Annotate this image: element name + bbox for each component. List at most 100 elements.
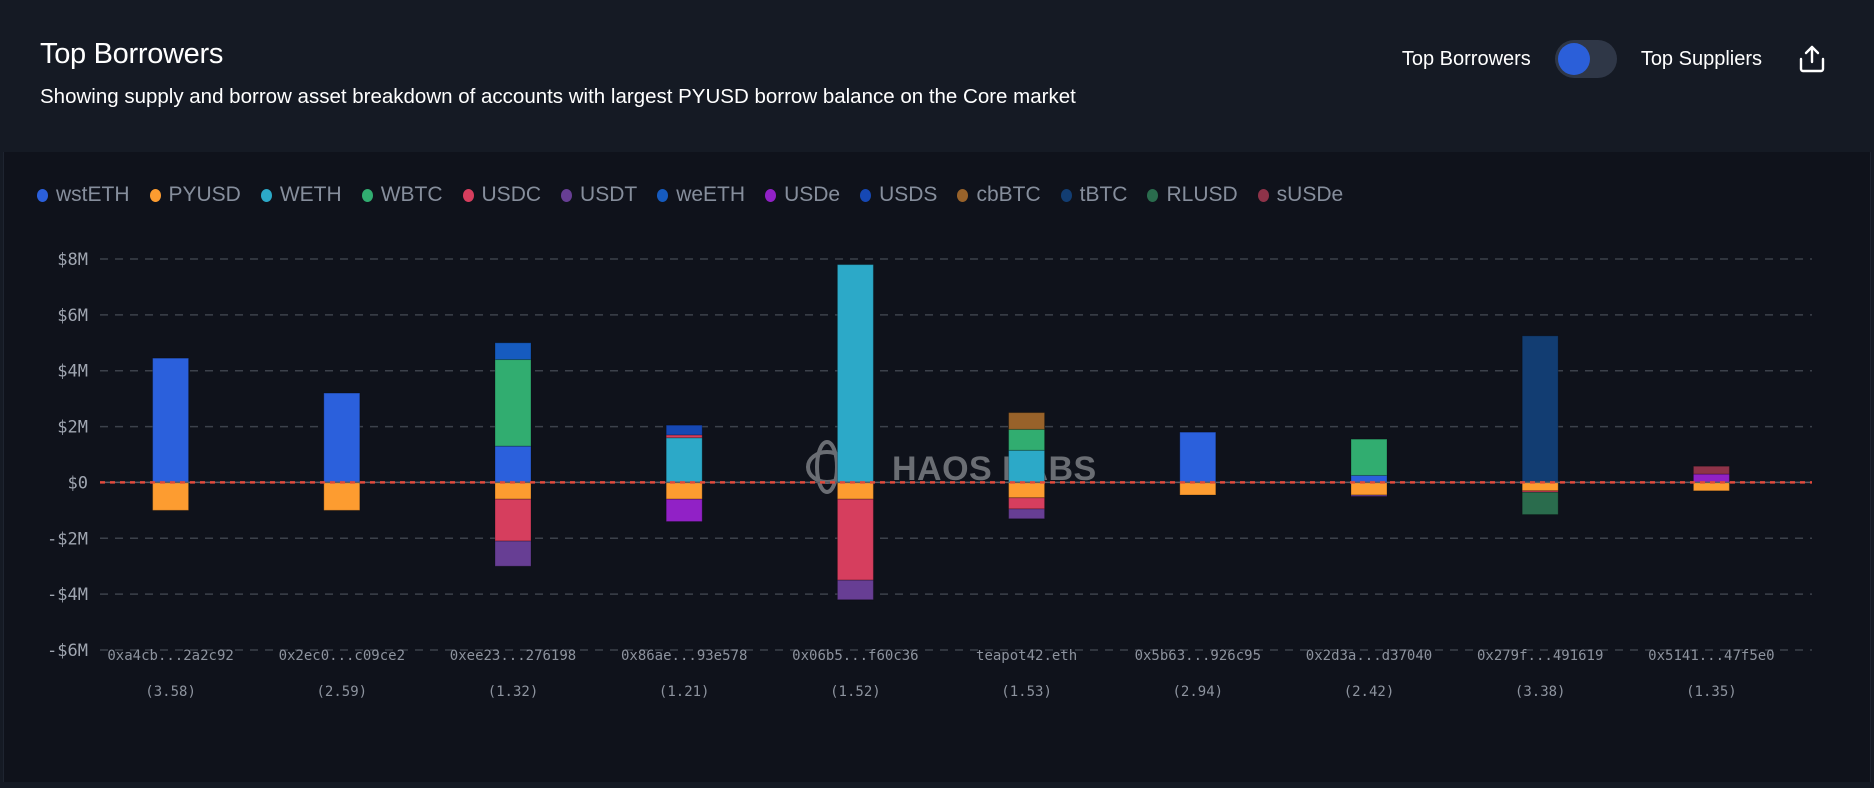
legend-label: wstETH bbox=[56, 183, 130, 206]
bar-segment-wbtc-supply bbox=[1350, 438, 1388, 476]
bar-segment-pyusd-borrow bbox=[1350, 481, 1388, 496]
legend-label: USDS bbox=[879, 183, 938, 206]
legend-dot-icon bbox=[657, 188, 669, 202]
x-tick-label: 0x5b63...926c95 bbox=[1135, 648, 1261, 664]
chart-legend: wstETH PYUSD WETH WBTC USDC USDT weETH USDe USDS… bbox=[37, 183, 1363, 207]
x-tick-sublabel: (1.52) bbox=[830, 684, 881, 700]
legend-label: PYUSD bbox=[168, 183, 241, 206]
legend-label: USDC bbox=[481, 183, 542, 206]
x-tick-label: 0x06b5...f60c36 bbox=[792, 648, 918, 664]
bar-segment-pyusd-borrow bbox=[1008, 481, 1046, 499]
bar-segment-weth-supply bbox=[665, 437, 703, 483]
page-subtitle: Showing supply and borrow asset breakdow… bbox=[40, 85, 1076, 108]
bar-stack bbox=[1692, 465, 1730, 492]
y-tick-label: $2M bbox=[57, 418, 88, 438]
bar-stack bbox=[323, 392, 361, 511]
bar-segment-usdt-borrow bbox=[494, 540, 532, 567]
y-tick-label: $8M bbox=[57, 250, 88, 270]
legend-item-weth[interactable]: WETH bbox=[260, 183, 342, 207]
legend-item-usdc[interactable]: USDC bbox=[462, 183, 542, 207]
legend-item-rlusd[interactable]: RLUSD bbox=[1147, 183, 1238, 207]
bar-stack bbox=[836, 264, 874, 601]
legend-label: WETH bbox=[279, 183, 342, 206]
borrowers-suppliers-toggle[interactable] bbox=[1554, 40, 1617, 78]
bar-segment-wbtc-supply bbox=[494, 359, 532, 447]
x-tick-label: 0xa4cb...2a2c92 bbox=[107, 648, 233, 664]
legend-dot-icon bbox=[765, 188, 777, 202]
toggle-knob bbox=[1557, 43, 1590, 75]
legend-item-cbbtc[interactable]: cbBTC bbox=[957, 183, 1041, 207]
bar-segment-pyusd-borrow bbox=[494, 481, 532, 500]
bar-segment-pyusd-borrow bbox=[836, 481, 874, 500]
legend-item-wsteth[interactable]: wstETH bbox=[37, 183, 130, 207]
bar-segment-susde-supply bbox=[1692, 465, 1730, 475]
bar-stack bbox=[1350, 438, 1388, 497]
bar-segment-wsteth-supply bbox=[494, 445, 532, 483]
legend-item-pyusd[interactable]: PYUSD bbox=[149, 183, 241, 207]
bar-stack bbox=[1179, 431, 1217, 496]
toggle-label-top-suppliers[interactable]: Top Suppliers bbox=[1640, 47, 1762, 70]
bar-segment-usdt-borrow bbox=[1008, 508, 1046, 520]
x-tick-label: 0x5141...47f5e0 bbox=[1648, 648, 1774, 664]
legend-item-usde[interactable]: USDe bbox=[765, 183, 840, 207]
x-tick-sublabel: (1.53) bbox=[1001, 684, 1052, 700]
legend-item-wbtc[interactable]: WBTC bbox=[361, 183, 443, 207]
y-tick-label: $6M bbox=[57, 306, 88, 326]
x-tick-label: 0x279f...491619 bbox=[1477, 648, 1603, 664]
bar-stack bbox=[494, 342, 532, 567]
bar-segment-pyusd-borrow bbox=[1179, 481, 1217, 496]
bar-segment-weth-supply bbox=[836, 264, 874, 483]
bar-stack bbox=[1521, 335, 1559, 516]
legend-dot-icon bbox=[957, 188, 969, 202]
x-tick-sublabel: (1.21) bbox=[659, 684, 710, 700]
bar-segment-wsteth-supply bbox=[323, 392, 361, 483]
legend-label: tBTC bbox=[1079, 183, 1128, 206]
bar-segment-usdt-borrow bbox=[836, 579, 874, 601]
bar-segment-wsteth-supply bbox=[152, 357, 190, 483]
x-tick-sublabel: (2.42) bbox=[1344, 684, 1395, 700]
header: Top Borrowers Showing supply and borrow … bbox=[0, 0, 1874, 152]
legend-item-tbtc[interactable]: tBTC bbox=[1060, 183, 1128, 207]
toggle-label-top-borrowers[interactable]: Top Borrowers bbox=[1401, 47, 1531, 70]
y-tick-label: -$6M bbox=[47, 641, 88, 661]
export-button[interactable] bbox=[1796, 43, 1828, 75]
bar-stack bbox=[1008, 412, 1046, 520]
legend-label: cbBTC bbox=[976, 183, 1041, 206]
bar-segment-rlusd-borrow bbox=[1521, 491, 1559, 516]
legend-dot-icon bbox=[1147, 188, 1159, 202]
x-tick-label: 0xee23...276198 bbox=[450, 648, 576, 664]
bar-segment-pyusd-borrow bbox=[152, 481, 190, 511]
bar-segment-usdt-borrow bbox=[1350, 494, 1388, 497]
x-tick-sublabel: (3.38) bbox=[1515, 684, 1566, 700]
legend-dot-icon bbox=[361, 188, 373, 202]
y-tick-label: $0 bbox=[68, 473, 88, 493]
bar-segment-usdc-borrow bbox=[494, 498, 532, 542]
bar-stack bbox=[665, 424, 703, 523]
bar-segment-usdc-borrow bbox=[1008, 497, 1046, 510]
share-upload-icon bbox=[1799, 45, 1825, 73]
x-tick-sublabel: (2.59) bbox=[317, 684, 368, 700]
bar-segment-usde-borrow bbox=[665, 498, 703, 523]
bar-segment-pyusd-borrow bbox=[323, 481, 361, 511]
x-tick-label: teapot42.eth bbox=[976, 648, 1077, 664]
bar-segment-usde-supply bbox=[1692, 473, 1730, 483]
y-tick-label: -$4M bbox=[47, 585, 88, 605]
x-tick-sublabel: (1.35) bbox=[1686, 684, 1737, 700]
bar-segment-weth-supply bbox=[1008, 449, 1046, 483]
legend-dot-icon bbox=[561, 188, 573, 202]
legend-dot-icon bbox=[462, 188, 474, 202]
x-tick-sublabel: (1.32) bbox=[488, 684, 539, 700]
legend-item-susde[interactable]: sUSDe bbox=[1257, 183, 1344, 207]
legend-item-usdt[interactable]: USDT bbox=[561, 183, 637, 207]
bar-segment-usdc-borrow bbox=[836, 498, 874, 581]
legend-item-weeth[interactable]: weETH bbox=[657, 183, 745, 207]
legend-label: WBTC bbox=[380, 183, 443, 206]
view-controls: Top Borrowers Top Suppliers bbox=[1402, 40, 1828, 78]
bar-segment-usdc-borrow bbox=[1521, 490, 1559, 493]
bar-segment-usds-supply bbox=[665, 424, 703, 436]
bar-stack bbox=[152, 357, 190, 511]
legend-item-usds[interactable]: USDS bbox=[860, 183, 937, 207]
chart-card bbox=[3, 152, 1871, 782]
legend-label: sUSDe bbox=[1276, 183, 1344, 206]
